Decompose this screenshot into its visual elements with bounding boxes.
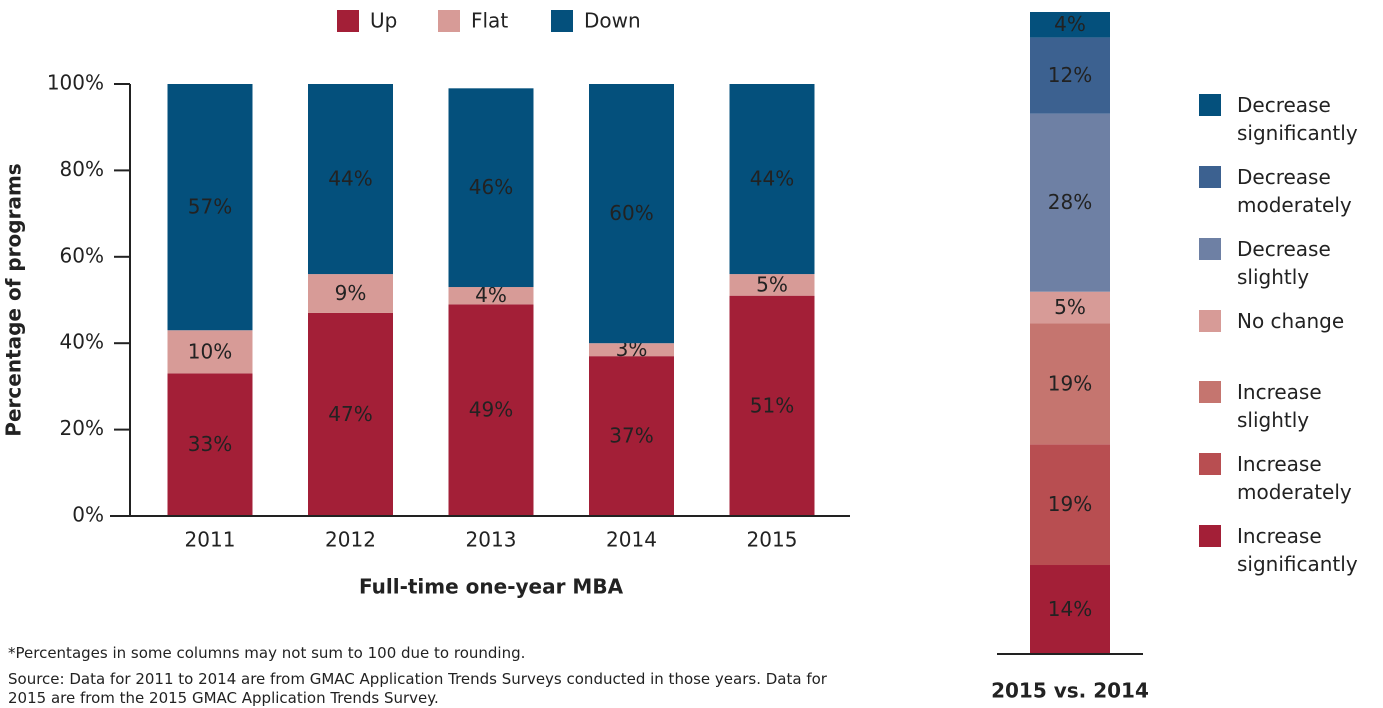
y-tick-label: 40%: [60, 330, 104, 354]
data-label: 19%: [1048, 492, 1092, 516]
data-label: 33%: [188, 432, 232, 456]
y-tick-label: 0%: [72, 503, 104, 527]
bar-segment: [308, 312, 393, 516]
x-axis-title: Full-time one-year MBA: [359, 575, 624, 599]
y-tick-label: 20%: [60, 416, 104, 440]
bar-segment: [1030, 12, 1110, 38]
legend-label: Increase slightly: [1237, 380, 1322, 432]
y-tick-label: 60%: [60, 243, 104, 267]
data-label: 28%: [1048, 190, 1092, 214]
legend-label: Decrease moderately: [1237, 165, 1352, 217]
x-tick-label: 2011: [185, 528, 236, 552]
y-tick-label: 100%: [47, 71, 104, 95]
legend-label: Down: [584, 9, 641, 33]
bar-segment: [1030, 113, 1110, 292]
bar-segment: [167, 373, 253, 516]
legend-label: Increase significantly: [1237, 524, 1358, 576]
data-label: 5%: [1054, 295, 1086, 319]
data-label: 10%: [188, 339, 232, 363]
legend-swatch: [1199, 453, 1221, 475]
data-label: 51%: [750, 393, 794, 417]
legend-swatch: [1199, 310, 1221, 332]
legend-label: Decrease slightly: [1237, 237, 1331, 289]
bar-segment: [167, 330, 253, 374]
y-tick-label: 80%: [60, 157, 104, 181]
bar-segment: [1030, 323, 1110, 445]
bar-segment: [1030, 444, 1110, 566]
x-tick-label: 2014: [606, 528, 657, 552]
legend-swatch: [337, 10, 359, 32]
data-label: 9%: [335, 281, 367, 305]
bar-segment: [589, 356, 674, 516]
bar-segment: [729, 295, 815, 516]
legend-label: Up: [370, 9, 397, 33]
data-label: 12%: [1048, 63, 1092, 87]
legend-swatch: [1199, 166, 1221, 188]
bar-segment: [448, 287, 534, 305]
legend-swatch: [1199, 94, 1221, 116]
legend-label: Increase moderately: [1237, 452, 1352, 504]
legend-swatch: [551, 10, 573, 32]
bar-segment: [589, 343, 674, 357]
x-tick-label: 2013: [466, 528, 517, 552]
data-label: 14%: [1048, 597, 1092, 621]
bar-segment: [308, 274, 393, 313]
bar-segment: [1030, 565, 1110, 654]
legend-label: Decrease significantly: [1237, 93, 1358, 145]
bar-segment: [1030, 37, 1110, 114]
data-label: 4%: [1054, 12, 1086, 36]
bar-segment: [589, 84, 674, 344]
legend-swatch: [438, 10, 460, 32]
x-tick-label: 2015: [747, 528, 798, 552]
bar-segment: [1030, 291, 1110, 324]
data-label: 5%: [756, 272, 788, 296]
source-note: Source: Data for 2011 to 2014 are from G…: [8, 670, 827, 707]
data-label: 44%: [750, 167, 794, 191]
bar-segment: [448, 88, 534, 288]
bar-segment: [448, 304, 534, 516]
bar-segment: [729, 84, 815, 275]
data-label: 47%: [328, 402, 372, 426]
data-label: 46%: [469, 175, 513, 199]
bar-segment: [729, 274, 815, 296]
data-label: 19%: [1048, 371, 1092, 395]
legend-swatch: [1199, 238, 1221, 260]
legend-swatch: [1199, 381, 1221, 403]
data-label: 57%: [188, 195, 232, 219]
bar-segment: [308, 84, 393, 275]
x-tick-label: 2015 vs. 2014: [991, 679, 1149, 703]
x-tick-label: 2012: [325, 528, 376, 552]
data-label: 44%: [328, 167, 372, 191]
bar-segment: [167, 84, 253, 331]
data-label: 4%: [475, 283, 507, 307]
y-axis-title: Percentage of programs: [2, 163, 26, 436]
legend-label: Flat: [471, 9, 508, 33]
data-label: 49%: [469, 398, 513, 422]
data-label: 37%: [609, 424, 653, 448]
footnote: *Percentages in some columns may not sum…: [8, 644, 526, 662]
legend-label: No change: [1237, 309, 1345, 333]
legend-swatch: [1199, 525, 1221, 547]
data-label: 60%: [609, 201, 653, 225]
